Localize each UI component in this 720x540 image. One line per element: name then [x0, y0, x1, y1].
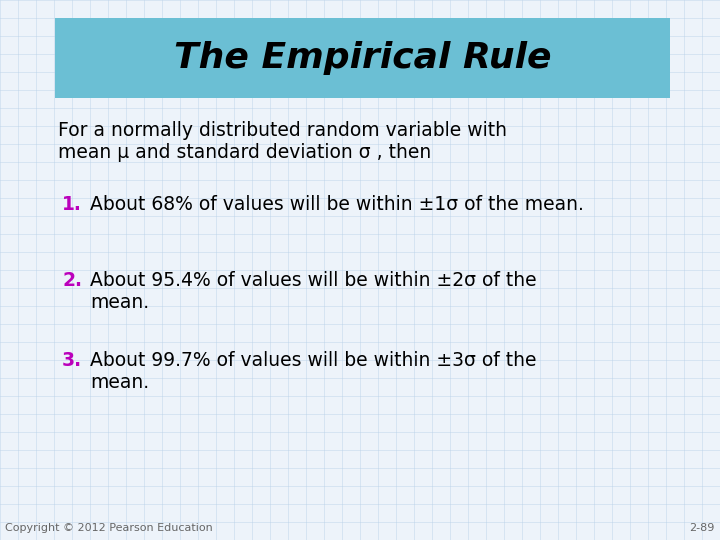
Text: mean.: mean. [90, 294, 149, 313]
Text: Copyright © 2012 Pearson Education: Copyright © 2012 Pearson Education [5, 523, 212, 533]
Text: 3.: 3. [62, 350, 82, 369]
Text: 2-89: 2-89 [690, 523, 715, 533]
Text: mean μ and standard deviation σ , then: mean μ and standard deviation σ , then [58, 144, 431, 163]
Text: About 95.4% of values will be within ±2σ of the: About 95.4% of values will be within ±2σ… [90, 271, 536, 289]
Text: 2.: 2. [62, 271, 82, 289]
Text: mean.: mean. [90, 374, 149, 393]
Text: About 99.7% of values will be within ±3σ of the: About 99.7% of values will be within ±3σ… [90, 350, 536, 369]
Text: The Empirical Rule: The Empirical Rule [174, 41, 552, 75]
Text: 1.: 1. [62, 195, 82, 214]
Text: About 68% of values will be within ±1σ of the mean.: About 68% of values will be within ±1σ o… [90, 195, 584, 214]
Text: For a normally distributed random variable with: For a normally distributed random variab… [58, 120, 507, 139]
FancyBboxPatch shape [55, 18, 670, 98]
